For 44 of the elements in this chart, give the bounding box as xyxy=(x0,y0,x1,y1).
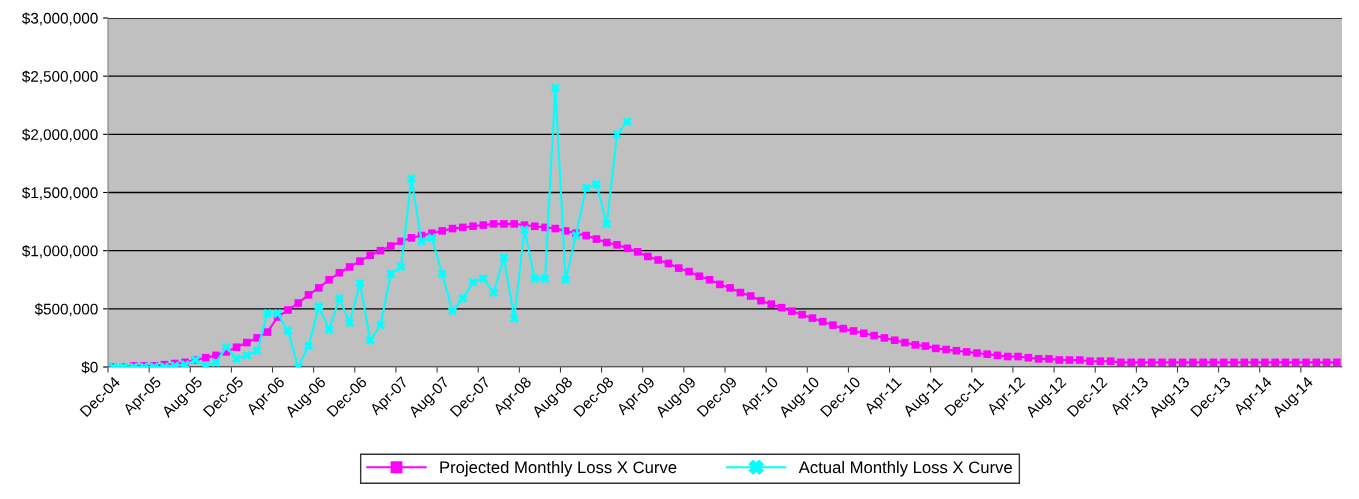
y-tick-label: $1,500,000 xyxy=(21,186,98,200)
point xyxy=(550,83,560,93)
point xyxy=(231,354,242,364)
point xyxy=(437,269,447,279)
point xyxy=(612,129,622,139)
point xyxy=(396,262,406,272)
y-tick-label: $1,000,000 xyxy=(21,244,98,259)
y-tick-label: $0 xyxy=(81,361,98,374)
legend-label: Actual Monthly Loss X Curve xyxy=(798,460,1012,477)
legend-label: Projected Monthly Loss X Curve xyxy=(440,460,677,477)
y-tick-label: $500,000 xyxy=(34,303,98,317)
point xyxy=(468,277,478,287)
point xyxy=(283,326,293,336)
point xyxy=(314,301,324,312)
point xyxy=(427,233,437,243)
point xyxy=(458,293,468,304)
point xyxy=(581,183,591,193)
point xyxy=(252,346,262,356)
point xyxy=(345,318,355,328)
point xyxy=(221,342,231,352)
point xyxy=(488,287,499,298)
point xyxy=(262,308,273,319)
point xyxy=(499,252,509,263)
point xyxy=(519,225,530,235)
point xyxy=(478,273,488,284)
point xyxy=(273,308,283,319)
point xyxy=(386,269,396,279)
y-tick-label: $2,000,000 xyxy=(21,128,98,142)
y-tick-label: $2,500,000 xyxy=(21,70,98,84)
point xyxy=(602,219,612,229)
point xyxy=(324,325,334,335)
point xyxy=(365,335,375,345)
point xyxy=(242,350,252,361)
point xyxy=(560,275,571,285)
point xyxy=(509,313,519,323)
point xyxy=(416,236,427,247)
point xyxy=(622,116,632,127)
point xyxy=(406,173,417,184)
point xyxy=(211,357,221,367)
point xyxy=(355,278,365,288)
y-tick-label: $3,000,000 xyxy=(21,12,98,26)
point xyxy=(591,179,602,190)
point xyxy=(530,273,540,284)
point xyxy=(334,293,345,304)
